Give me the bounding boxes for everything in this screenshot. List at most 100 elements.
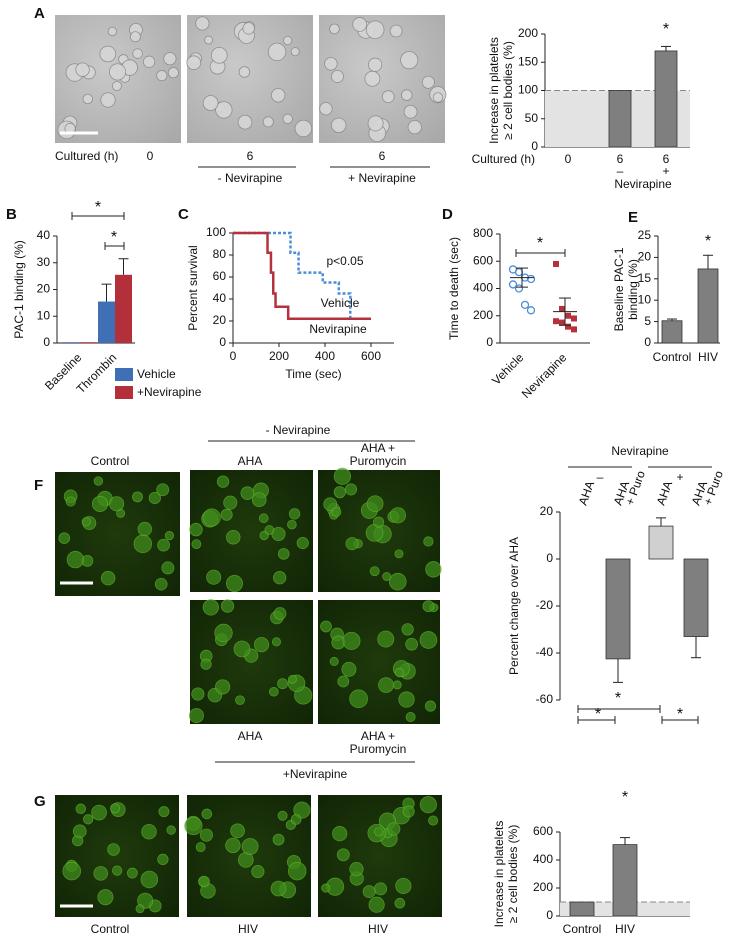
series-label: Nevirapine [309, 322, 367, 336]
group-label: + [676, 470, 683, 484]
y-tick-label: 30 [37, 255, 51, 269]
annotation: * [677, 706, 683, 723]
cell [272, 833, 285, 846]
y-tick-label: 200 [473, 308, 493, 322]
cell [82, 93, 93, 105]
cell [262, 116, 274, 128]
header: - Nevirapine [266, 423, 331, 437]
y-tick-label: 100 [206, 225, 226, 239]
cell [204, 35, 213, 45]
column-label: AHA [238, 729, 263, 743]
annotation: * [111, 229, 117, 246]
cell [164, 531, 174, 541]
cell [161, 561, 175, 575]
cell [320, 620, 332, 633]
y-tick-label: 800 [473, 226, 493, 240]
cell [126, 867, 138, 879]
cell [100, 570, 116, 586]
cell [251, 865, 265, 879]
legend-label: Vehicle [137, 367, 176, 381]
cell [271, 88, 286, 103]
cell [331, 117, 347, 133]
cell [110, 803, 121, 814]
cell [107, 843, 120, 856]
cell [368, 57, 383, 72]
column-label: Puromycin [350, 454, 407, 468]
y-tick-label: 400 [473, 281, 493, 295]
cell [226, 575, 243, 592]
cell [72, 824, 87, 839]
y-tick-label: -20 [536, 598, 554, 612]
cell [337, 675, 350, 688]
time-label: 6 [379, 149, 386, 163]
cell [398, 691, 415, 708]
cell [220, 599, 235, 613]
cell [214, 623, 233, 643]
cell [381, 90, 395, 104]
cell [333, 467, 351, 485]
panel-letter: C [178, 206, 189, 223]
cell [195, 842, 206, 853]
y-tick-label: 20 [638, 250, 652, 264]
cell [93, 866, 109, 881]
x-tick-label: 0 [565, 152, 572, 166]
cell [156, 70, 168, 82]
cell [424, 700, 437, 712]
cell [293, 801, 311, 819]
cell [191, 539, 202, 550]
cell [251, 492, 267, 508]
column-label: Control [91, 454, 130, 468]
cell [141, 823, 157, 840]
cell [296, 536, 309, 550]
cell [215, 101, 233, 119]
point [559, 305, 565, 312]
cell [402, 805, 415, 818]
x-tick-label: 400 [315, 349, 335, 363]
cell [377, 630, 395, 648]
bar [612, 844, 638, 917]
annotation: * [622, 789, 628, 806]
point [514, 284, 524, 293]
cell [389, 24, 403, 38]
y-axis-label: Percent change over AHA [507, 537, 521, 675]
cell [112, 865, 123, 876]
annotation: * [705, 233, 711, 250]
cell [206, 569, 222, 585]
cell [75, 803, 87, 814]
cell [111, 81, 122, 92]
x-tick-label: HIV [615, 922, 635, 936]
cell [200, 658, 212, 670]
cell [277, 810, 288, 821]
point [553, 260, 559, 267]
cell [288, 508, 301, 520]
cell [419, 796, 437, 814]
panel-letter: F [34, 477, 43, 494]
cell [290, 47, 300, 57]
cell [135, 904, 145, 914]
y-axis-label: binding (%) [626, 259, 640, 320]
y-tick-label: 0 [486, 335, 493, 349]
y-axis-label: Increase in platelets [487, 37, 501, 144]
x-tick-label: Control [653, 350, 692, 364]
y-tick-label: 600 [473, 253, 493, 267]
cell [329, 23, 340, 35]
cell [83, 814, 94, 825]
cell [382, 572, 392, 581]
cell [108, 63, 127, 81]
cell [202, 599, 219, 616]
cell [132, 491, 143, 503]
cell [220, 508, 233, 521]
y-axis-label: ≥ 2 cell bodies (%) [501, 41, 515, 140]
cell [129, 31, 141, 43]
cell [132, 48, 143, 59]
point [571, 315, 577, 322]
column-label: AHA + [361, 441, 395, 455]
cell [191, 687, 205, 701]
cell [156, 483, 170, 497]
cell [277, 678, 288, 690]
bar [654, 50, 678, 148]
bar [697, 268, 719, 344]
y-tick-label: 25 [638, 228, 652, 242]
cell [342, 631, 361, 650]
y-tick-label: 600 [533, 824, 553, 838]
